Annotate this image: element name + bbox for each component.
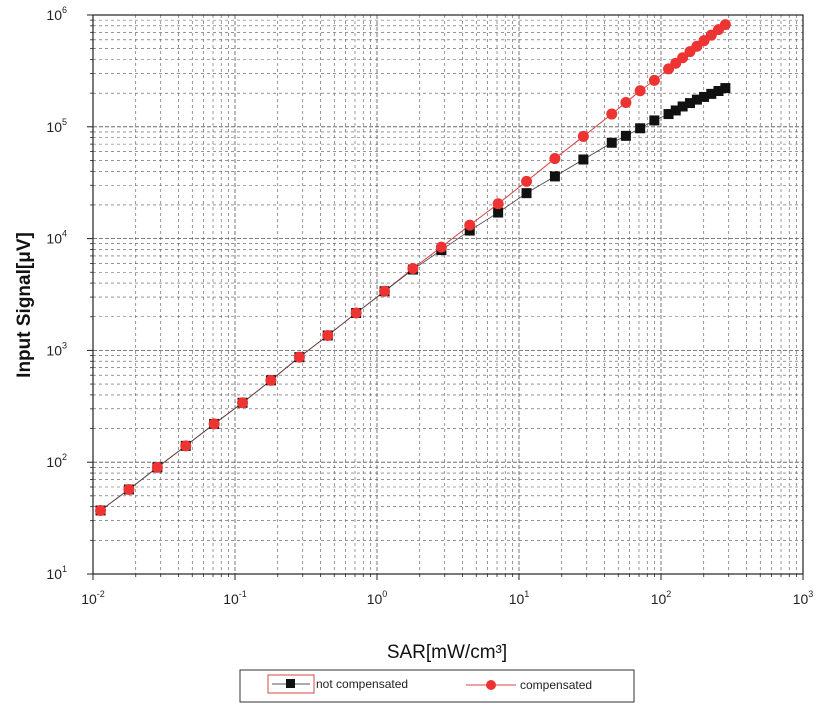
marker-compensated [208, 418, 220, 430]
y-tick-label: 104 [46, 229, 67, 247]
y-tick-label: 102 [46, 452, 67, 470]
marker-compensated [407, 263, 419, 275]
legend-swatch-not-compensated-box [267, 674, 315, 694]
marker-not-compensated [706, 88, 717, 99]
marker-compensated [350, 307, 362, 319]
marker-not-compensated [635, 123, 646, 134]
data-markers [95, 19, 731, 516]
marker-not-compensated [549, 171, 560, 182]
marker-compensated [492, 198, 504, 210]
marker-not-compensated [677, 101, 688, 112]
x-tick-label: 100 [367, 589, 388, 607]
marker-not-compensated [493, 207, 504, 218]
marker-compensated [648, 74, 660, 86]
marker-compensated [677, 52, 689, 64]
y-tick-label: 103 [46, 340, 67, 358]
legend-marker-compensated [486, 680, 496, 690]
marker-not-compensated [663, 109, 674, 120]
x-axis-title: SAR[mW/cm³] [387, 642, 507, 663]
plot-frame [92, 14, 804, 575]
y-axis-title: Input Signal[μV] [14, 232, 35, 378]
y-tick-label: 106 [46, 5, 67, 23]
marker-compensated [719, 19, 731, 31]
legend: not compensated compensated [239, 669, 635, 703]
marker-not-compensated [578, 154, 589, 165]
x-tick-label: 101 [509, 589, 530, 607]
legend-marker-not-compensated [286, 679, 295, 688]
marker-compensated [293, 351, 305, 363]
marker-compensated [549, 153, 561, 165]
y-tick-label: 101 [46, 564, 67, 582]
marker-not-compensated [699, 91, 710, 102]
marker-not-compensated [713, 86, 724, 97]
x-tick-label: 10-1 [223, 589, 247, 607]
x-tick-label: 10-2 [81, 589, 105, 607]
marker-compensated [237, 397, 249, 409]
marker-not-compensated [521, 188, 532, 199]
marker-not-compensated [670, 105, 681, 116]
marker-compensated [577, 130, 589, 142]
grid-lines [93, 15, 803, 574]
marker-compensated [634, 85, 646, 97]
marker-compensated [265, 374, 277, 386]
marker-not-compensated [606, 137, 617, 148]
legend-label-not-compensated: not compensated [316, 677, 408, 691]
marker-compensated [620, 96, 632, 108]
marker-compensated [435, 241, 447, 253]
x-tick-label: 102 [651, 589, 672, 607]
marker-not-compensated [691, 94, 702, 105]
marker-not-compensated [649, 115, 660, 126]
legend-label-compensated: compensated [520, 678, 592, 692]
marker-compensated [123, 483, 135, 495]
marker-compensated [322, 329, 334, 341]
marker-not-compensated [684, 98, 695, 109]
marker-compensated [379, 285, 391, 297]
marker-not-compensated [720, 83, 731, 94]
marker-compensated [606, 108, 618, 120]
y-tick-label: 105 [46, 117, 67, 135]
marker-compensated [464, 219, 476, 231]
marker-compensated [151, 461, 163, 473]
marker-compensated [521, 175, 533, 187]
marker-compensated [180, 440, 192, 452]
marker-not-compensated [620, 130, 631, 141]
x-tick-label: 103 [793, 589, 814, 607]
axis-ticks: 10-2 10-1 100 101 102 103 101 102 103 104 105 106 [46, 5, 813, 607]
marker-compensated [95, 504, 107, 516]
